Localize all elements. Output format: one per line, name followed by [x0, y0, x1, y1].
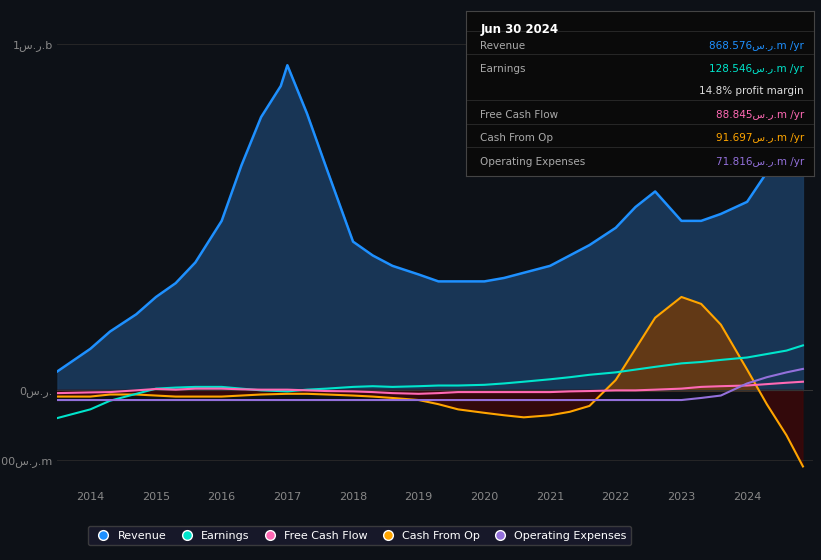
Text: 91.697س.ر.m /yr: 91.697س.ر.m /yr — [716, 133, 804, 143]
Text: 868.576س.ر.m /yr: 868.576س.ر.m /yr — [709, 41, 804, 51]
Text: 128.546س.ر.m /yr: 128.546س.ر.m /yr — [709, 64, 804, 74]
Text: Earnings: Earnings — [480, 64, 525, 74]
Text: 88.845س.ر.m /yr: 88.845س.ر.m /yr — [716, 110, 804, 120]
Text: Jun 30 2024: Jun 30 2024 — [480, 23, 558, 36]
Text: 71.816س.ر.m /yr: 71.816س.ر.m /yr — [716, 157, 804, 166]
Text: Cash From Op: Cash From Op — [480, 133, 553, 143]
Text: Operating Expenses: Operating Expenses — [480, 157, 585, 166]
Legend: Revenue, Earnings, Free Cash Flow, Cash From Op, Operating Expenses: Revenue, Earnings, Free Cash Flow, Cash … — [88, 526, 631, 545]
Text: Revenue: Revenue — [480, 41, 525, 51]
Text: 14.8% profit margin: 14.8% profit margin — [699, 86, 804, 96]
Text: Free Cash Flow: Free Cash Flow — [480, 110, 558, 120]
